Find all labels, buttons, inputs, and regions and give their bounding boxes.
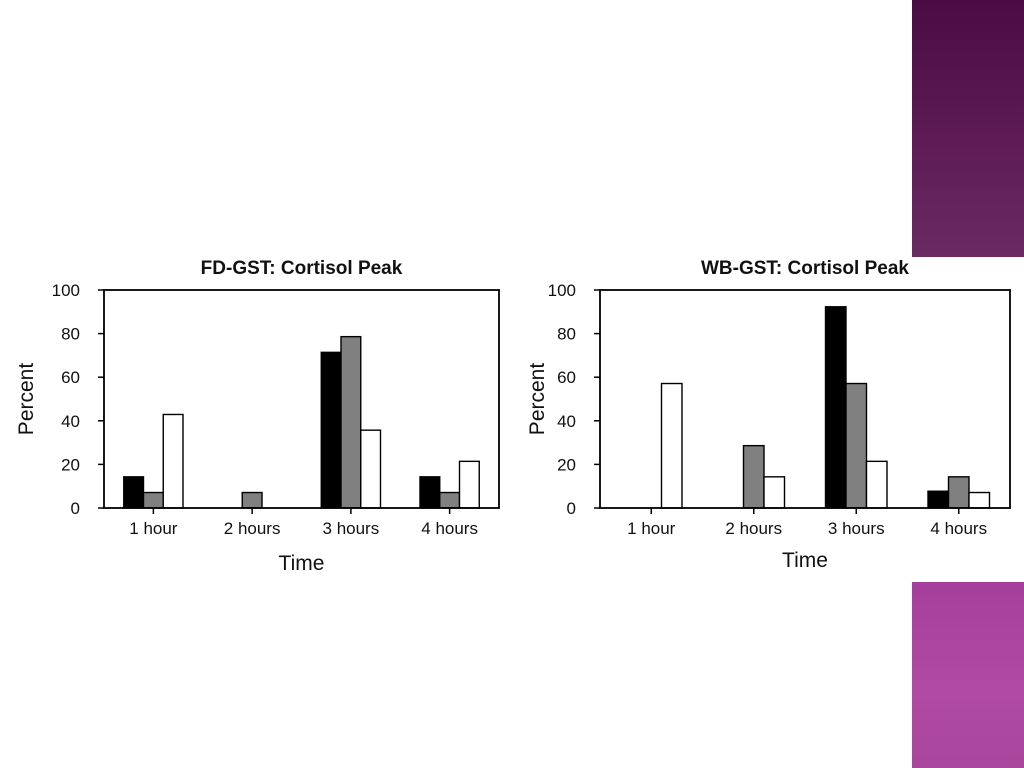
x-tick-label: 4 hours bbox=[930, 519, 987, 538]
bar-series2-3-hours bbox=[845, 382, 868, 509]
decorative-panel-bottom bbox=[912, 582, 1024, 768]
x-tick-label: 1 hour bbox=[129, 519, 178, 538]
bar-series2-4-hours bbox=[947, 476, 970, 509]
x-tick-label: 2 hours bbox=[725, 519, 782, 538]
y-tick-label: 60 bbox=[61, 368, 80, 387]
x-tick-label: 1 hour bbox=[627, 519, 676, 538]
y-tick-label: 0 bbox=[71, 499, 80, 518]
bar-series3-2-hours bbox=[763, 476, 786, 509]
plot-frame bbox=[103, 289, 500, 509]
x-tick-label: 2 hours bbox=[224, 519, 281, 538]
bar-series2-2-hours bbox=[742, 444, 765, 509]
y-tick-label: 20 bbox=[557, 455, 576, 474]
y-tick-label: 100 bbox=[52, 281, 80, 300]
y-tick-label: 100 bbox=[548, 281, 576, 300]
y-tick-label: 20 bbox=[61, 455, 80, 474]
y-tick-label: 40 bbox=[61, 412, 80, 431]
x-tick-label: 3 hours bbox=[323, 519, 380, 538]
y-axis-label: Percent bbox=[526, 363, 549, 436]
bar-series3-1-hour bbox=[660, 382, 683, 509]
bar-series1-4-hours bbox=[927, 490, 950, 509]
x-tick-label: 3 hours bbox=[828, 519, 885, 538]
bar-series1-3-hours bbox=[824, 306, 847, 509]
x-tick-label: 4 hours bbox=[421, 519, 478, 538]
chart-title: WB-GST: Cortisol Peak bbox=[701, 258, 909, 279]
y-tick-label: 60 bbox=[557, 368, 576, 387]
chart-title: FD-GST: Cortisol Peak bbox=[201, 258, 403, 279]
y-axis-label: Percent bbox=[15, 363, 38, 436]
x-axis-label: Time bbox=[279, 552, 325, 575]
bar-series3-4-hours bbox=[968, 491, 991, 509]
y-tick-label: 0 bbox=[567, 499, 576, 518]
plot-frame bbox=[599, 289, 1011, 509]
x-axis-label: Time bbox=[782, 549, 828, 572]
bar-series3-3-hours bbox=[865, 460, 888, 509]
y-tick-label: 80 bbox=[557, 325, 576, 344]
y-tick-label: 80 bbox=[61, 325, 80, 344]
y-tick-label: 40 bbox=[557, 412, 576, 431]
decorative-panel-top bbox=[912, 0, 1024, 257]
